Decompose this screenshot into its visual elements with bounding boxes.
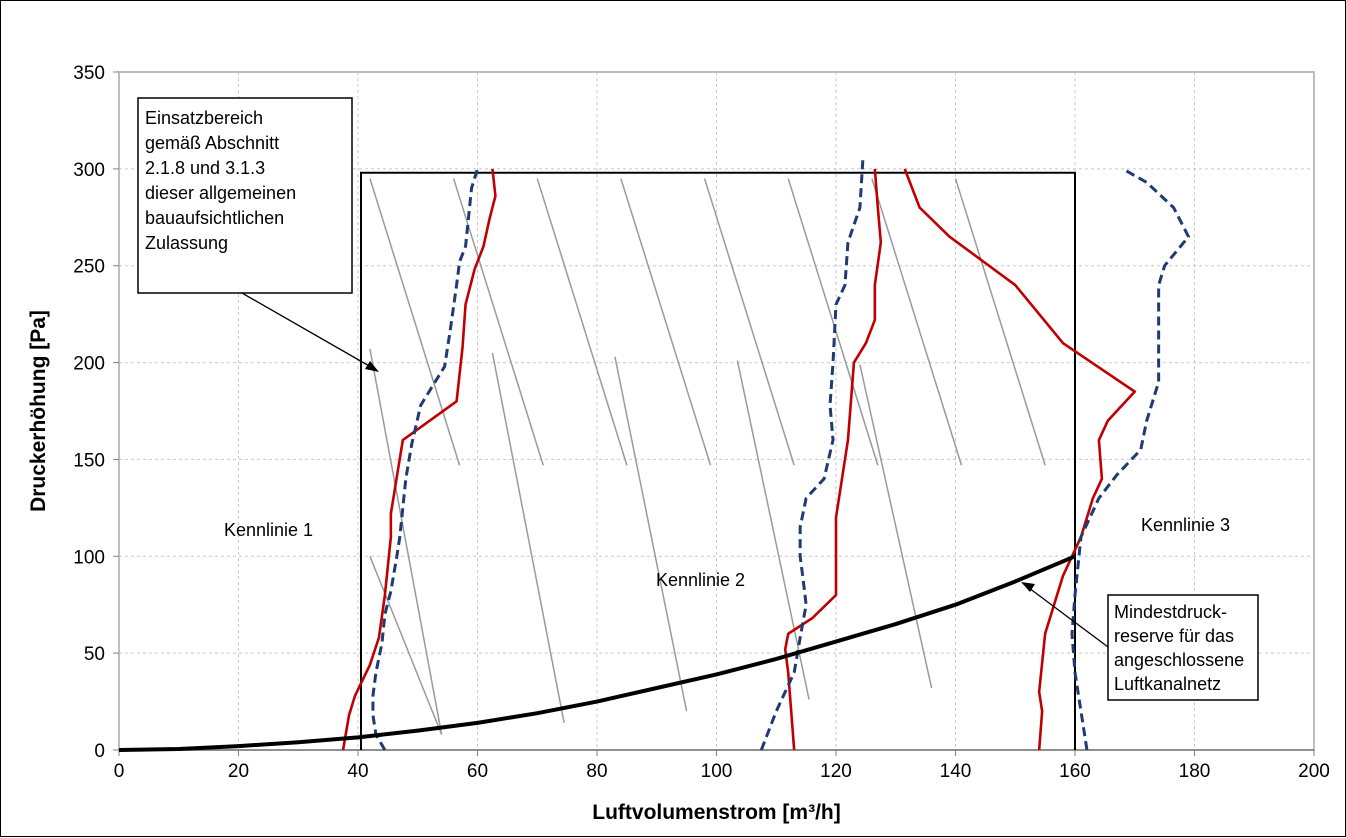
mindestdruck-line: reserve für das: [1114, 626, 1234, 646]
mindestdruck-arrowhead: [1021, 582, 1035, 592]
y-tick-label: 300: [73, 160, 105, 181]
y-tick-label: 350: [73, 63, 105, 84]
x-tick-label: 20: [228, 761, 249, 782]
einsatzbereich-line: dieser allgemeinen: [145, 183, 296, 203]
series-line: [341, 168, 497, 751]
hatch-line: [954, 178, 1046, 466]
y-tick-label: 100: [73, 547, 105, 568]
einsatzbereich-box: [137, 97, 353, 294]
mindestdruck-line: angeschlossene: [1114, 650, 1244, 670]
hatch-line: [703, 178, 795, 466]
y-axis-label: Druckerhöhung [Pa]: [27, 310, 50, 512]
series-line: [759, 159, 865, 751]
x-tick-label: 140: [940, 761, 972, 782]
hatch-line: [369, 348, 443, 735]
mindestdruck-arrow: [1028, 587, 1109, 648]
kennlinie-2-label: Kennlinie 2: [656, 570, 745, 590]
hatch-line: [620, 178, 712, 466]
y-tick-label: 0: [94, 741, 105, 762]
hatch-line: [369, 556, 443, 735]
hatch-lines: [369, 178, 1046, 735]
mindestdruck-line: Mindestdruck-: [1114, 602, 1227, 622]
einsatzbereich-line: Zulassung: [145, 233, 228, 253]
x-axis-label: Luftvolumenstrom [m³/h]: [592, 801, 840, 824]
series-line: [903, 168, 1137, 751]
hatch-line: [452, 178, 544, 466]
einsatzbereich-line: gemäß Abschnitt: [145, 133, 279, 153]
x-tick-label: 200: [1298, 761, 1330, 782]
operating-range-box: [359, 171, 1076, 750]
series-line: [118, 554, 1076, 752]
y-tick-label: 200: [73, 354, 105, 375]
hatch-line: [536, 178, 628, 466]
x-tick-label: 160: [1059, 761, 1091, 782]
einsatzbereich-line: bauaufsichtlichen: [145, 208, 284, 228]
axes: [113, 71, 1315, 756]
hatch-line: [736, 360, 810, 700]
y-tick-label: 250: [73, 257, 105, 278]
einsatzbereich-arrow: [241, 292, 372, 368]
x-tick-label: 60: [467, 761, 488, 782]
y-tick-label: 50: [84, 644, 105, 665]
hatch-line: [787, 178, 879, 466]
einsatzbereich-arrowhead: [365, 361, 379, 372]
x-tick-label: 40: [347, 761, 368, 782]
einsatzbereich-line: Einsatzbereich: [145, 108, 263, 128]
hatch-line: [491, 352, 565, 724]
hatch-line: [614, 356, 688, 712]
x-tick-label: 80: [586, 761, 607, 782]
mindestdruck-box: [1107, 594, 1259, 701]
x-tick-label: 100: [701, 761, 733, 782]
hatch-line: [871, 178, 963, 466]
series-line: [371, 168, 479, 751]
kennlinie-3-label: Kennlinie 3: [1141, 515, 1230, 535]
hatch-line: [859, 364, 933, 689]
x-tick-label: 180: [1179, 761, 1211, 782]
kennlinie-1-label: Kennlinie 1: [224, 520, 313, 540]
mindestdruck-line: Luftkanalnetz: [1114, 674, 1221, 694]
einsatzbereich-line: 2.1.8 und 3.1.3: [145, 158, 265, 178]
annotations: Kennlinie 1 Kennlinie 2 Kennlinie 3 Einsatz…: [137, 97, 1259, 701]
series-line: [1070, 167, 1191, 751]
tick-labels: 0 20 40 60 80 100 120 140 160 180 200 0 50 100 150 200 2…: [73, 63, 1330, 782]
x-tick-label: 120: [820, 761, 852, 782]
y-tick-label: 150: [73, 450, 105, 471]
hatch-line: [369, 178, 461, 466]
x-tick-label: 0: [114, 761, 125, 782]
series-lines: [118, 159, 1191, 752]
